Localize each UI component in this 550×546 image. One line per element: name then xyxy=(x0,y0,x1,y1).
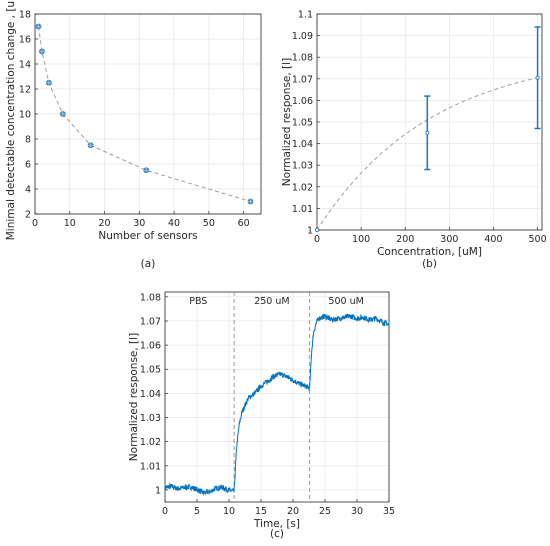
phase-label: 500 uM xyxy=(328,296,363,307)
x-tick-label: 60 xyxy=(238,218,250,229)
y-tick-label: 1.09 xyxy=(292,31,313,42)
y-tick-label: 1.03 xyxy=(292,161,313,172)
phase-label: PBS xyxy=(189,296,207,307)
series-line xyxy=(164,313,390,497)
x-tick-label: 40 xyxy=(168,218,180,229)
y-tick-label: 4 xyxy=(25,185,31,196)
x-axis-label: Time, [s] xyxy=(253,518,300,530)
y-tick-label: 1.06 xyxy=(292,96,313,107)
y-tick-label: 1.1 xyxy=(298,10,313,21)
x-tick-label: 35 xyxy=(383,506,395,517)
y-tick-label: 18 xyxy=(19,10,31,21)
x-tick-label: 500 xyxy=(529,234,547,245)
y-tick-label: 1.08 xyxy=(140,292,161,303)
x-tick-label: 20 xyxy=(98,218,110,229)
x-tick-label: 0 xyxy=(314,234,320,245)
y-tick-label: 6 xyxy=(25,160,31,171)
y-tick-label: 1.07 xyxy=(292,74,313,85)
y-tick-label: 1 xyxy=(307,226,313,237)
panel-a: 0 10 20 30 40 50 60 2 4 6 8 10 12 14 16 18 Number of sen… xyxy=(5,0,262,270)
panel-caption: (c) xyxy=(270,528,284,540)
y-tick-label: 12 xyxy=(19,85,31,96)
x-tick-label: 10 xyxy=(64,218,76,229)
panel-caption: (b) xyxy=(422,258,437,270)
x-tick-label: 100 xyxy=(352,234,370,245)
x-tick-label: 0 xyxy=(32,218,38,229)
x-tick-label: 5 xyxy=(194,506,200,517)
x-axis-label: Concentration, [uM] xyxy=(377,246,482,258)
y-axis-label: Minimal detectable concentration change … xyxy=(5,0,17,240)
x-tick-label: 30 xyxy=(351,506,363,517)
x-tick-label: 20 xyxy=(287,506,299,517)
y-tick-label: 1.08 xyxy=(292,53,313,64)
y-tick-label: 8 xyxy=(25,135,31,146)
panel-caption: (a) xyxy=(141,258,156,270)
y-tick-label: 1.06 xyxy=(140,341,161,352)
y-tick-label: 10 xyxy=(19,110,31,121)
y-tick-label: 1.07 xyxy=(140,316,161,327)
y-tick-label: 1.05 xyxy=(140,365,161,376)
y-tick-label: 1.01 xyxy=(292,204,313,215)
x-tick-label: 50 xyxy=(203,218,215,229)
y-tick-label: 1 xyxy=(155,485,161,496)
x-tick-label: 10 xyxy=(223,506,235,517)
y-tick-label: 1.05 xyxy=(292,118,313,129)
x-tick-label: 25 xyxy=(319,506,331,517)
data-point xyxy=(535,75,540,80)
y-tick-label: 1.01 xyxy=(140,461,161,472)
data-point xyxy=(314,227,319,232)
y-tick-label: 16 xyxy=(19,35,31,46)
x-tick-label: 30 xyxy=(133,218,145,229)
x-tick-label: 15 xyxy=(255,506,267,517)
panel-b: 0 100 200 300 400 500 1 1.01 1.02 1.03 1.04 1.05 1.0… xyxy=(281,10,547,271)
y-tick-label: 1.02 xyxy=(140,437,161,448)
x-tick-label: 300 xyxy=(440,234,458,245)
y-tick-label: 1.04 xyxy=(140,389,161,400)
y-axis-label: Normalized response, [l] xyxy=(281,58,293,186)
y-tick-label: 2 xyxy=(25,210,31,221)
y-tick-label: 14 xyxy=(19,60,31,71)
y-tick-label: 1.03 xyxy=(140,413,161,424)
x-tick-label: 400 xyxy=(484,234,502,245)
y-axis-label: Normalized response, [l] xyxy=(128,333,140,461)
data-point xyxy=(425,130,430,135)
x-tick-label: 200 xyxy=(396,234,414,245)
x-axis-label: Number of sensors xyxy=(98,230,197,242)
y-tick-label: 1.02 xyxy=(292,182,313,193)
axes-box xyxy=(164,291,390,503)
phase-label: 250 uM xyxy=(254,296,289,307)
x-tick-label: 0 xyxy=(162,506,168,517)
y-tick-label: 1.04 xyxy=(292,139,313,150)
panel-c: 0 5 10 15 20 25 30 35 1 1.01 1.02 1.03 1.04 1.05 1.06 1… xyxy=(128,291,395,540)
